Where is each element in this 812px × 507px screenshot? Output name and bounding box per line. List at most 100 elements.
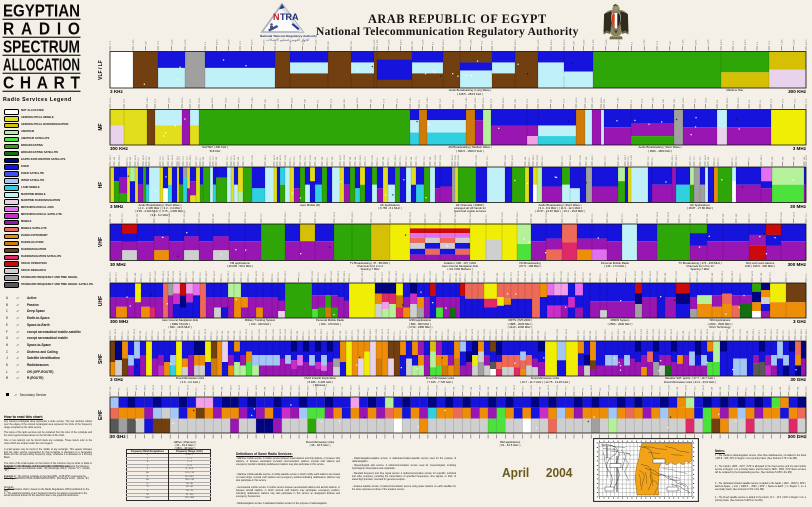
svg-text:420.5: 420.5: [607, 211, 609, 217]
svg-text:138: 138: [149, 156, 151, 160]
svg-text:75.2: 75.2: [263, 271, 265, 276]
svg-text:138: 138: [146, 41, 148, 45]
svg-text:27.5: 27.5: [425, 212, 427, 217]
svg-text:75.2: 75.2: [190, 98, 192, 103]
svg-text:27.5: 27.5: [505, 385, 507, 390]
svg-text:3.155: 3.155: [300, 154, 302, 160]
svg-text:138: 138: [525, 156, 527, 160]
svg-text:27.5: 27.5: [786, 271, 788, 276]
svg-text:420.5: 420.5: [370, 328, 372, 334]
svg-text:27.5: 27.5: [400, 155, 402, 160]
svg-text:3.155: 3.155: [377, 39, 379, 45]
svg-text:8.1: 8.1: [290, 157, 292, 161]
svg-text:3.155: 3.155: [193, 270, 195, 276]
svg-text:138: 138: [315, 156, 317, 160]
svg-text:3.155: 3.155: [727, 328, 729, 334]
svg-text:3.155: 3.155: [410, 97, 412, 103]
svg-text:14.25: 14.25: [135, 154, 137, 160]
svg-text:14.25: 14.25: [274, 154, 276, 160]
svg-text:75.2: 75.2: [382, 271, 384, 276]
svg-text:75.2: 75.2: [163, 155, 165, 160]
svg-text:420.5: 420.5: [390, 211, 392, 217]
svg-text:420.5: 420.5: [732, 270, 734, 276]
svg-text:27.5: 27.5: [660, 385, 662, 390]
svg-text:75.2: 75.2: [424, 329, 426, 334]
svg-text:14.25: 14.25: [205, 384, 207, 390]
svg-text:75.2: 75.2: [424, 155, 426, 160]
svg-text:14.25: 14.25: [422, 39, 424, 45]
svg-text:75.2: 75.2: [278, 98, 280, 103]
svg-text:138: 138: [140, 330, 142, 334]
svg-text:14.25: 14.25: [205, 328, 207, 334]
svg-text:8.1: 8.1: [119, 387, 121, 391]
svg-text:3.155: 3.155: [781, 39, 783, 45]
svg-text:3.155: 3.155: [642, 270, 644, 276]
svg-text:420.5: 420.5: [333, 328, 335, 334]
svg-text:8.1: 8.1: [732, 157, 734, 161]
svg-text:420.5: 420.5: [619, 39, 621, 45]
svg-text:138: 138: [590, 272, 592, 276]
svg-text:420.5: 420.5: [753, 328, 755, 334]
svg-text:14.25: 14.25: [708, 39, 710, 45]
svg-text:3.155: 3.155: [176, 328, 178, 334]
svg-text:27.5: 27.5: [643, 385, 645, 390]
svg-text:3.155: 3.155: [273, 328, 275, 334]
svg-text:138: 138: [604, 99, 606, 103]
svg-text:138: 138: [322, 156, 324, 160]
svg-text:‫الجهاز القومى لتنظيم الاتصالا: ‫الجهاز القومى لتنظيم الاتصالات‬: [266, 38, 309, 42]
svg-text:138: 138: [182, 330, 184, 334]
svg-text:14.25: 14.25: [570, 154, 572, 160]
svg-text:8.1: 8.1: [630, 331, 632, 335]
svg-text:14.25: 14.25: [315, 39, 317, 45]
svg-text:75.2: 75.2: [511, 271, 513, 276]
svg-text:420.5: 420.5: [110, 154, 112, 160]
svg-text:75.2: 75.2: [160, 155, 162, 160]
svg-text:14.25: 14.25: [168, 154, 170, 160]
svg-text:3.155: 3.155: [310, 154, 312, 160]
svg-text:75.2: 75.2: [694, 155, 696, 160]
svg-text:3.155: 3.155: [331, 270, 333, 276]
svg-text:75.2: 75.2: [217, 329, 219, 334]
svg-text:75.2: 75.2: [694, 98, 696, 103]
svg-text:14.25: 14.25: [143, 154, 145, 160]
svg-text:8.1: 8.1: [122, 331, 124, 335]
svg-text:420.5: 420.5: [206, 270, 208, 276]
svg-text:14.25: 14.25: [683, 97, 685, 103]
svg-text:14.25: 14.25: [389, 39, 391, 45]
svg-text:420.5: 420.5: [411, 384, 413, 390]
svg-text:138: 138: [690, 213, 692, 217]
svg-text:27.5: 27.5: [273, 385, 275, 390]
svg-text:3.155: 3.155: [266, 328, 268, 334]
svg-text:3.155: 3.155: [729, 384, 731, 390]
svg-text:75.2: 75.2: [648, 155, 650, 160]
svg-text:138: 138: [574, 41, 576, 45]
svg-text:3.155: 3.155: [608, 384, 610, 390]
svg-text:14.25: 14.25: [410, 211, 412, 217]
svg-text:420.5: 420.5: [396, 270, 398, 276]
svg-text:75.2: 75.2: [568, 271, 570, 276]
svg-text:420.5: 420.5: [344, 270, 346, 276]
svg-text:27.5: 27.5: [806, 385, 808, 390]
svg-text:14.25: 14.25: [766, 211, 768, 217]
svg-text:75.2: 75.2: [578, 329, 580, 334]
svg-text:8.1: 8.1: [600, 387, 602, 391]
svg-text:138: 138: [351, 41, 353, 45]
svg-text:27.5: 27.5: [563, 98, 565, 103]
svg-text:420.5: 420.5: [230, 384, 232, 390]
svg-text:8.1: 8.1: [247, 387, 249, 391]
svg-text:75.2: 75.2: [305, 155, 307, 160]
svg-text:14.25: 14.25: [334, 211, 336, 217]
svg-text:138: 138: [436, 330, 438, 334]
svg-text:14.25: 14.25: [315, 211, 317, 217]
svg-text:8.1: 8.1: [689, 331, 691, 335]
svg-text:75.2: 75.2: [794, 98, 796, 103]
svg-text:14.25: 14.25: [512, 154, 514, 160]
svg-text:75.2: 75.2: [177, 155, 179, 160]
svg-text:75.2: 75.2: [562, 212, 564, 217]
svg-text:14.25: 14.25: [514, 384, 516, 390]
svg-text:14.25: 14.25: [706, 97, 708, 103]
svg-text:420.5: 420.5: [771, 328, 773, 334]
svg-text:14.25: 14.25: [479, 384, 481, 390]
svg-text:138: 138: [761, 272, 763, 276]
svg-text:27.5: 27.5: [733, 40, 735, 45]
